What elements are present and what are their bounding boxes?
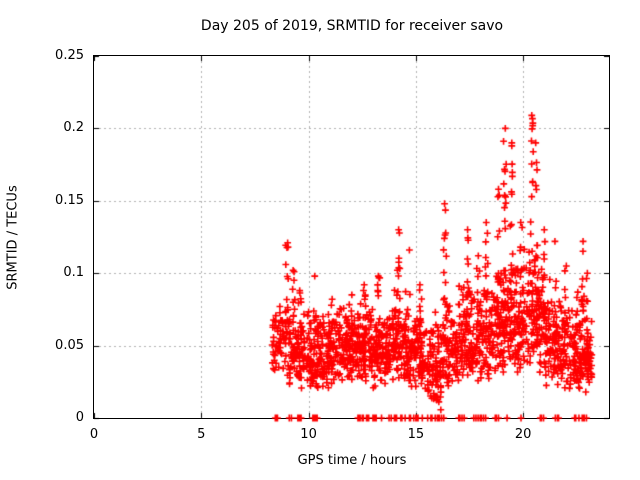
y-tick-label: 0 [75, 410, 84, 425]
x-tick-label: 20 [514, 427, 532, 442]
x-tick-label: 15 [407, 427, 425, 442]
y-tick-label: 0.15 [55, 192, 84, 208]
y-tick-label: 0.1 [63, 265, 84, 281]
x-tick-label: 5 [197, 427, 206, 442]
chart-title: Day 205 of 2019, SRMTID for receiver sav… [200, 18, 504, 34]
y-tick-label: 0.2 [63, 120, 84, 136]
plot-area [93, 55, 610, 426]
y-tick-label: 0.25 [55, 48, 84, 63]
y-axis-label-container: SRMTID / TECUs [3, 56, 23, 418]
scatter-canvas [94, 56, 609, 426]
x-tick-label: 10 [300, 427, 317, 442]
x-tick-label: 0 [89, 427, 99, 442]
y-tick-label: 0.05 [55, 337, 84, 353]
x-axis-label: GPS time / hours [297, 453, 407, 468]
